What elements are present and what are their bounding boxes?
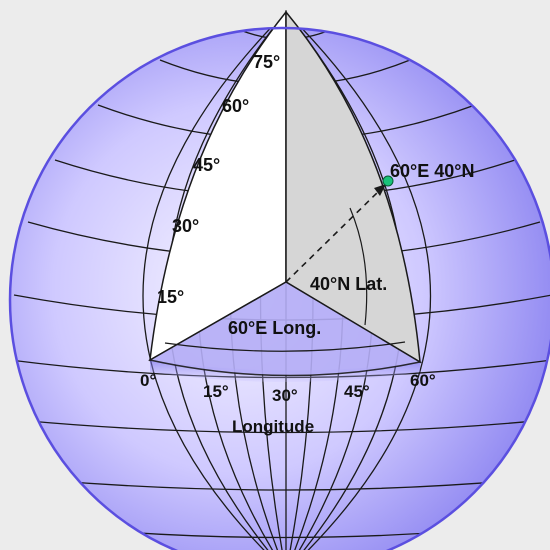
- label-lon-0: 0°: [140, 371, 156, 390]
- globe-outline: [8, 26, 550, 550]
- label-long-angle: 60°E Long.: [228, 318, 321, 338]
- label-longitude-axis: Longitude: [232, 417, 314, 436]
- arrow-head: [374, 184, 386, 196]
- position-vector: [285, 187, 383, 283]
- parallel-line: [17, 419, 546, 434]
- meridian-line: [285, 28, 431, 550]
- label-lon-30: 30°: [272, 386, 298, 405]
- cutaway-face-white: [149, 9, 287, 362]
- label-point: 60°E 40°N: [390, 161, 474, 181]
- label-lon-60: 60°: [410, 371, 436, 390]
- meridian-line: [142, 28, 287, 550]
- equatorial-wedge: [147, 281, 423, 377]
- parallel-line: [44, 479, 521, 491]
- label-lat-45: 45°: [193, 155, 220, 175]
- label-lon-15: 15°: [203, 382, 229, 401]
- label-lat-60: 60°: [222, 96, 249, 116]
- latitude-angle-arc: [349, 207, 368, 326]
- label-lat-15: 15°: [157, 287, 184, 307]
- label-lon-45: 45°: [344, 382, 370, 401]
- label-lat-angle: 40°N Lat.: [310, 274, 387, 294]
- label-lat-75: 75°: [253, 52, 280, 72]
- location-point: [382, 175, 394, 187]
- longitude-angle-arc: [164, 341, 406, 352]
- label-lat-30: 30°: [172, 216, 199, 236]
